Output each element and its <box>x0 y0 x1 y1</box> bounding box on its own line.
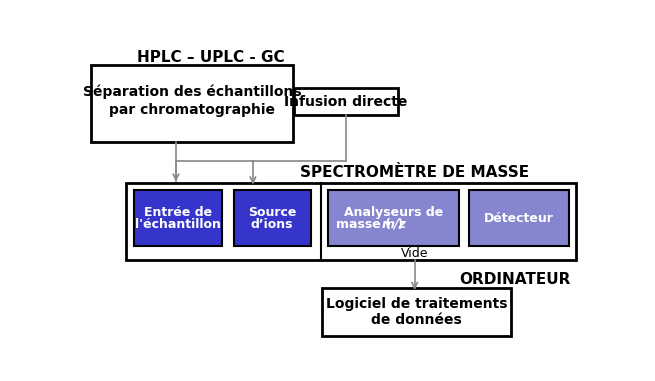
Text: Logiciel de traitements: Logiciel de traitements <box>326 298 507 311</box>
Text: d’ions: d’ions <box>251 218 293 231</box>
Text: de données: de données <box>371 313 462 327</box>
Bar <box>322 288 511 336</box>
Text: ): ) <box>396 218 403 231</box>
Bar <box>126 183 576 260</box>
Text: Entrée de: Entrée de <box>144 205 212 219</box>
Text: l'échantillon: l'échantillon <box>135 218 221 231</box>
Text: Détecteur: Détecteur <box>483 212 553 225</box>
Text: masse (: masse ( <box>336 218 394 231</box>
Text: par chromatographie: par chromatographie <box>109 102 275 117</box>
Text: HPLC – UPLC - GC: HPLC – UPLC - GC <box>137 50 284 65</box>
Text: Vide: Vide <box>401 247 428 260</box>
Bar <box>328 190 459 246</box>
Bar <box>134 190 222 246</box>
Bar <box>293 88 398 115</box>
Text: ORDINATEUR: ORDINATEUR <box>459 272 571 287</box>
Bar <box>468 190 569 246</box>
Text: Séparation des échantillons: Séparation des échantillons <box>83 85 301 99</box>
Text: m/z: m/z <box>381 218 406 231</box>
Text: SPECTROMÈTRE DE MASSE: SPECTROMÈTRE DE MASSE <box>300 165 529 180</box>
Text: Source: Source <box>248 205 296 219</box>
Text: Infusion directe: Infusion directe <box>284 94 407 109</box>
Text: Analyseurs de: Analyseurs de <box>344 205 443 219</box>
Bar <box>234 190 310 246</box>
Bar <box>91 65 293 142</box>
